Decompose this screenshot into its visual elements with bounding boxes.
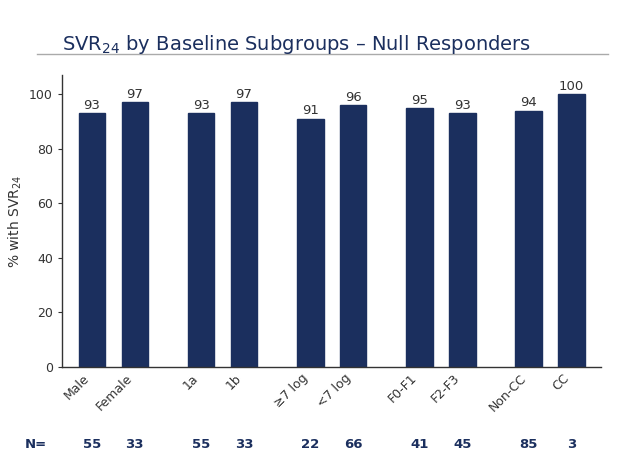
Text: 96: 96 [345, 91, 361, 104]
Text: 85: 85 [520, 438, 538, 451]
Bar [406, 108, 433, 367]
Bar [340, 105, 366, 367]
Text: 45: 45 [453, 438, 471, 451]
Text: 91: 91 [302, 104, 319, 118]
Bar [515, 110, 542, 367]
Text: 97: 97 [236, 88, 252, 101]
Text: 33: 33 [235, 438, 253, 451]
Y-axis label: % with SVR$_{24}$: % with SVR$_{24}$ [6, 174, 24, 267]
Bar [449, 113, 476, 367]
Bar [558, 94, 585, 367]
Text: 95: 95 [411, 94, 428, 107]
Text: 97: 97 [126, 88, 143, 101]
Text: 94: 94 [520, 96, 537, 109]
Bar [188, 113, 215, 367]
Text: SVR$_{24}$ by Baseline Subgroups – Null Responders: SVR$_{24}$ by Baseline Subgroups – Null … [62, 33, 531, 56]
Bar [122, 102, 148, 367]
Text: 100: 100 [559, 80, 584, 93]
Bar [297, 119, 324, 367]
Text: 93: 93 [193, 99, 210, 112]
Bar [231, 102, 257, 367]
Text: N=: N= [25, 438, 47, 451]
Text: 66: 66 [344, 438, 362, 451]
Text: 33: 33 [125, 438, 144, 451]
Text: 3: 3 [567, 438, 576, 451]
Text: 41: 41 [410, 438, 428, 451]
Text: 22: 22 [301, 438, 319, 451]
Text: 55: 55 [83, 438, 101, 451]
Text: 93: 93 [454, 99, 471, 112]
Text: 55: 55 [192, 438, 210, 451]
Text: 93: 93 [84, 99, 100, 112]
Bar [79, 113, 105, 367]
